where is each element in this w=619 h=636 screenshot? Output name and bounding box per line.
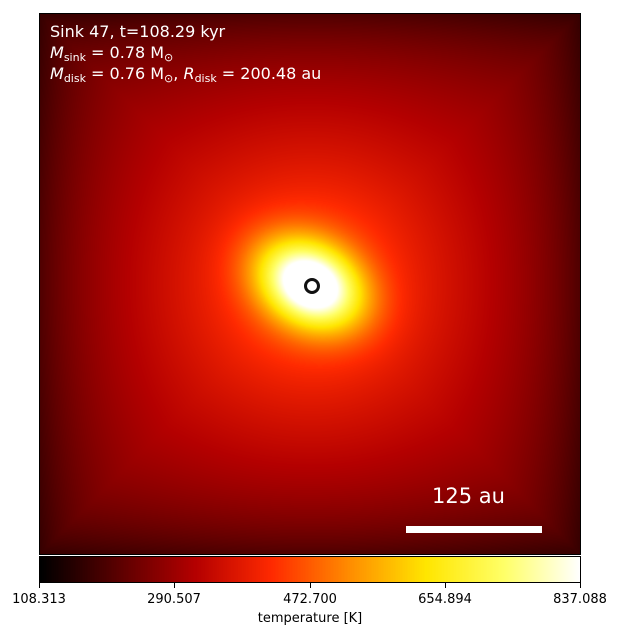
m-disk-value: = 0.76 M bbox=[85, 64, 165, 83]
sink-time-label: Sink 47, t=108.29 kyr bbox=[50, 22, 225, 42]
colorbar-tick bbox=[580, 583, 581, 588]
m-sink-symbol: M bbox=[50, 43, 64, 62]
colorbar-tick-label: 472.700 bbox=[283, 592, 337, 607]
separator: , bbox=[173, 64, 184, 83]
colorbar-tick bbox=[39, 583, 40, 588]
m-disk-symbol: M bbox=[50, 64, 64, 83]
m-disk-sub: disk bbox=[63, 72, 86, 85]
colorbar-tick bbox=[445, 583, 446, 588]
m-sink-value: = 0.78 M bbox=[85, 43, 165, 62]
sink-mass-label: Msink = 0.78 M⊙ bbox=[50, 43, 173, 68]
colorbar-label: temperature [K] bbox=[257, 611, 363, 626]
colorbar-tick-label: 108.313 bbox=[12, 592, 66, 607]
sink-marker-icon bbox=[304, 278, 320, 294]
colorbar-tick-label: 654.894 bbox=[418, 592, 472, 607]
r-disk-value: = 200.48 au bbox=[216, 64, 322, 83]
colorbar-tick-label: 837.088 bbox=[553, 592, 607, 607]
scalebar-label: 125 au bbox=[432, 484, 505, 508]
colorbar-tick bbox=[174, 583, 175, 588]
m-disk-unit: ⊙ bbox=[164, 72, 174, 85]
colorbar-tick bbox=[310, 583, 311, 588]
r-disk-symbol: R bbox=[183, 64, 195, 83]
scalebar bbox=[406, 526, 542, 533]
sink-time-text: Sink 47, t=108.29 kyr bbox=[50, 22, 226, 41]
temperature-map-panel: Sink 47, t=108.29 kyr Msink = 0.78 M⊙ Md… bbox=[39, 13, 581, 555]
m-sink-unit: ⊙ bbox=[164, 51, 174, 64]
colorbar-tick-label: 290.507 bbox=[147, 592, 201, 607]
m-sink-sub: sink bbox=[63, 51, 86, 64]
colorbar bbox=[39, 556, 581, 583]
r-disk-sub: disk bbox=[194, 72, 217, 85]
disk-properties-label: Mdisk = 0.76 M⊙, Rdisk = 200.48 au bbox=[50, 64, 321, 89]
